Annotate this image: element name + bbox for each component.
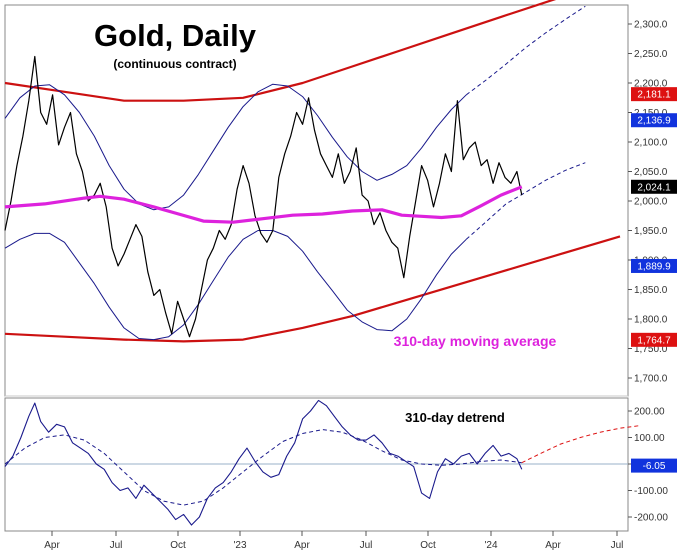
x-tick-label-5: Jul — [360, 540, 373, 551]
detrend-title: 310-day detrend — [405, 410, 505, 425]
price-badge-bg-4 — [631, 332, 677, 347]
x-tick-label-3: '23 — [233, 540, 246, 551]
x-tick-label-4: Apr — [294, 540, 310, 551]
detrend-tick-label-1: 100.00 — [634, 433, 665, 444]
price-badge-label-1: 2,136.9 — [637, 116, 671, 127]
price-series-lower-red-trend-channel — [4, 235, 621, 343]
detrend-badge-bg-0 — [631, 458, 677, 473]
x-tick-label-8: Apr — [545, 540, 561, 551]
price-tick-label-2: 2,200.0 — [634, 79, 668, 90]
detrend-series-detrend-cycle — [4, 429, 522, 506]
detrend-tick-label-0: 200.00 — [634, 407, 665, 418]
moving-average-annotation: 310-day moving average — [394, 333, 557, 349]
detrend-tick-label-4: -200.00 — [634, 513, 668, 524]
detrend-tick-label-3: -100.00 — [634, 486, 668, 497]
price-tick-label-10: 1,800.0 — [634, 315, 668, 326]
price-tick-label-0: 2,300.0 — [634, 20, 668, 31]
price-series-lower-cycle-band — [4, 230, 467, 341]
price-tick-label-5: 2,050.0 — [634, 167, 668, 178]
price-tick-label-6: 2,000.0 — [634, 197, 668, 208]
chart-title: Gold, Daily — [94, 18, 257, 53]
price-badge-bg-1 — [631, 113, 677, 128]
value-badges: 2,181.1 2,136.9 2,024.1 1,889.9 1,764.7 -6.05 — [631, 87, 677, 473]
price-tick-label-1: 2,250.0 — [634, 49, 668, 60]
price-tick-label-9: 1,850.0 — [634, 285, 668, 296]
x-tick-label-6: Oct — [420, 540, 436, 551]
price-badge-label-2: 2,024.1 — [637, 182, 671, 193]
price-tick-label-7: 1,950.0 — [634, 226, 668, 237]
price-series-upper-red-trend-channel — [4, 0, 557, 102]
price-badge-label-0: 2,181.1 — [637, 90, 671, 101]
time-axis-ticks: Apr Jul Oct '23 Apr Jul Oct '24 Apr Jul — [44, 531, 623, 551]
price-badge-label-3: 1,889.9 — [637, 261, 671, 272]
x-tick-label-1: Jul — [110, 540, 123, 551]
x-tick-label-7: '24 — [484, 540, 497, 551]
x-tick-label-9: Jul — [611, 540, 624, 551]
price-tick-label-11: 1,750.0 — [634, 344, 668, 355]
price-tick-label-4: 2,100.0 — [634, 138, 668, 149]
chart-subtitle: (continuous contract) — [113, 57, 236, 71]
price-tick-label-12: 1,700.0 — [634, 374, 668, 385]
price-series-lower-channel-projection — [465, 162, 586, 240]
x-tick-label-2: Oct — [170, 540, 186, 551]
x-tick-label-0: Apr — [44, 540, 60, 551]
price-badge-bg-2 — [631, 179, 677, 194]
price-series-upper-channel-projection — [466, 5, 586, 96]
price-series-upper-cycle-band — [4, 83, 467, 211]
detrend-badge-label-0: -6.05 — [643, 461, 666, 472]
price-badge-bg-0 — [631, 87, 677, 102]
detrend-series-group — [4, 399, 640, 526]
detrend-series-detrend — [4, 399, 523, 526]
detrend-series-detrend-projection — [521, 425, 640, 464]
price-series-310-day-moving-average — [4, 185, 523, 224]
price-series-group — [4, 0, 621, 343]
price-badge-bg-3 — [631, 258, 677, 273]
price-badge-label-4: 1,764.7 — [637, 335, 671, 346]
